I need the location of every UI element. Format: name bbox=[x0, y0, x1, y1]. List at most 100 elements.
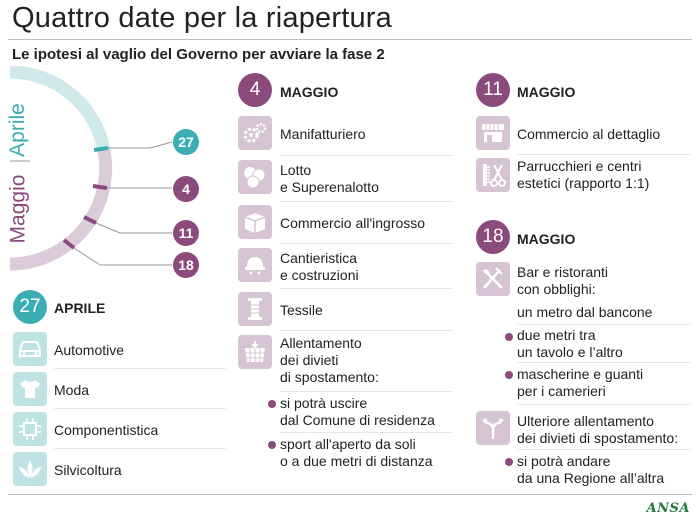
bullet-dot bbox=[268, 400, 276, 408]
may18-move-bullet-0: si potrà andare da una Regione all’altra bbox=[517, 453, 664, 487]
april-sep-1 bbox=[54, 368, 226, 369]
may4-item-5-line-2: dei divieti bbox=[280, 352, 339, 368]
may18-restaurant-bullet-1: mascherine e guanti per i camerieri bbox=[517, 366, 643, 400]
may18-item-0-line-1: Bar e ristoranti bbox=[517, 264, 609, 280]
title-divider bbox=[8, 39, 692, 40]
may4-sep-2 bbox=[280, 201, 453, 202]
marker-11: 11 bbox=[173, 220, 199, 246]
may18-mb0-line-1: si potrà andare bbox=[517, 453, 611, 469]
bullet-dot bbox=[505, 371, 513, 379]
may4-item-3-line-2: e costruzioni bbox=[280, 267, 359, 283]
may18-sep-2 bbox=[517, 362, 691, 363]
may4-item-5-line-1: Allentamento bbox=[280, 335, 362, 351]
april-sep-3 bbox=[54, 448, 226, 449]
may4-item-0: Manifatturiero bbox=[280, 126, 366, 142]
may4-item-1-line-1: Lotto bbox=[280, 162, 312, 178]
tick-27-april bbox=[93, 146, 109, 152]
marker-27: 27 bbox=[173, 129, 199, 155]
label-may-wrap: Maggio bbox=[5, 166, 31, 252]
helmet-icon bbox=[238, 248, 272, 282]
may18-restaurant-bullet-0: due metri tra un tavolo e l’altro bbox=[517, 327, 623, 361]
tick-11-may bbox=[83, 215, 97, 225]
tick-4-may bbox=[92, 184, 108, 190]
may4-item-5-line-3: di spostamento: bbox=[280, 369, 379, 385]
may18-sep-4 bbox=[517, 449, 691, 450]
may11-sep-1 bbox=[517, 154, 691, 155]
shop-icon bbox=[476, 116, 510, 150]
may18-day-badge: 18 bbox=[476, 220, 510, 254]
may18-sep-3 bbox=[517, 404, 691, 405]
leaf-icon bbox=[13, 452, 47, 486]
marker-4: 4 bbox=[173, 176, 199, 202]
may11-month-label: MAGGIO bbox=[517, 84, 576, 100]
may18-sep-1 bbox=[517, 324, 691, 325]
may4-bullet-1-line-1: sport all'aperto da soli bbox=[280, 436, 416, 452]
may11-item-0: Commercio al dettaglio bbox=[517, 126, 661, 142]
may4-item-3-line-1: Cantieristica bbox=[280, 250, 358, 266]
tick-18-may bbox=[62, 238, 76, 250]
may4-item-1: Lotto e Superenalotto bbox=[280, 162, 379, 196]
bullet-dot bbox=[505, 458, 513, 466]
may4-bullet-1-line-2: o a due metri di distanza bbox=[280, 453, 433, 469]
april-sep-2 bbox=[54, 408, 226, 409]
may18-item-0: Bar e ristoranti con obblighi: bbox=[517, 264, 608, 298]
may4-item-5: Allentamento dei divieti di spostamento: bbox=[280, 335, 379, 386]
may18-mb0-line-2: da una Regione all’altra bbox=[517, 470, 665, 486]
may4-sep-7 bbox=[280, 432, 453, 433]
may18-rb0-line-1: due metri tra bbox=[517, 327, 596, 343]
may18-restaurant-first: un metro dal bancone bbox=[517, 304, 653, 320]
may4-item-4: Tessile bbox=[280, 302, 323, 318]
page-title: Quattro date per la riapertura bbox=[12, 2, 392, 34]
lotto-balls-icon bbox=[238, 160, 272, 194]
may11-item-1: Parrucchieri e centri estetici (rapporto… bbox=[517, 158, 649, 192]
map-grid-icon bbox=[238, 335, 272, 369]
may4-sep-3 bbox=[280, 243, 453, 244]
may11-item-1-line-1: Parrucchieri e centri bbox=[517, 158, 642, 174]
label-may: Maggio bbox=[6, 174, 30, 244]
leader-27 bbox=[108, 141, 173, 149]
april-day-badge: 27 bbox=[13, 290, 47, 324]
may11-item-1-line-2: estetici (rapporto 1:1) bbox=[517, 175, 650, 191]
crate-icon bbox=[238, 205, 272, 239]
ansa-logo: ANSA bbox=[646, 501, 690, 516]
marker-18: 18 bbox=[173, 252, 199, 278]
may18-item-1-line-2: dei divieti di spostamento: bbox=[517, 430, 679, 446]
may18-item-1-line-1: Ulteriore allentamento bbox=[517, 413, 654, 429]
tshirt-icon bbox=[13, 372, 47, 406]
may18-item-1: Ulteriore allentamento dei divieti di sp… bbox=[517, 413, 678, 447]
may18-month-label: MAGGIO bbox=[517, 231, 576, 247]
may4-day-badge: 4 bbox=[238, 73, 272, 107]
split-arrows-icon bbox=[476, 411, 510, 445]
gears-icon bbox=[238, 116, 272, 150]
may4-bullet-0-line-1: si potrà uscire bbox=[280, 395, 368, 411]
may4-sep-4 bbox=[280, 288, 453, 289]
may4-item-1-line-2: e Superenalotto bbox=[280, 179, 379, 195]
arc-may-segment bbox=[9, 148, 113, 271]
car-icon bbox=[13, 332, 47, 366]
bullet-dot bbox=[268, 441, 276, 449]
april-month-label: APRILE bbox=[54, 300, 106, 316]
may4-bullet-0: si potrà uscire dal Comune di residenza bbox=[280, 395, 435, 429]
scissors-comb-icon bbox=[476, 158, 510, 192]
page-subtitle: Le ipotesi al vaglio del Governo per avv… bbox=[12, 46, 385, 63]
may4-sep-5 bbox=[280, 330, 453, 331]
label-april-wrap: Aprile bbox=[5, 90, 31, 170]
may4-bullet-0-line-2: dal Comune di residenza bbox=[280, 412, 435, 428]
may4-sep-1 bbox=[280, 155, 453, 156]
chip-icon bbox=[13, 412, 47, 446]
may18-rb1-line-2: per i camerieri bbox=[517, 383, 606, 399]
thread-icon bbox=[238, 292, 272, 326]
april-item-componentistica: Componentistica bbox=[54, 422, 159, 438]
footer-divider bbox=[8, 494, 692, 495]
april-item-automotive: Automotive bbox=[54, 342, 125, 358]
may4-bullet-1: sport all'aperto da soli o a due metri d… bbox=[280, 436, 433, 470]
april-item-silvicoltura: Silvicoltura bbox=[54, 462, 122, 478]
may18-rb0-line-2: un tavolo e l’altro bbox=[517, 344, 623, 360]
may4-item-2: Commercio all'ingrosso bbox=[280, 215, 426, 231]
may4-item-3: Cantieristica e costruzioni bbox=[280, 250, 359, 284]
may11-day-badge: 11 bbox=[476, 73, 510, 107]
cutlery-icon bbox=[476, 262, 510, 296]
may18-item-0-line-2: con obblighi: bbox=[517, 281, 596, 297]
may4-sep-6 bbox=[280, 391, 453, 392]
may18-rb1-line-1: mascherine e guanti bbox=[517, 366, 644, 382]
